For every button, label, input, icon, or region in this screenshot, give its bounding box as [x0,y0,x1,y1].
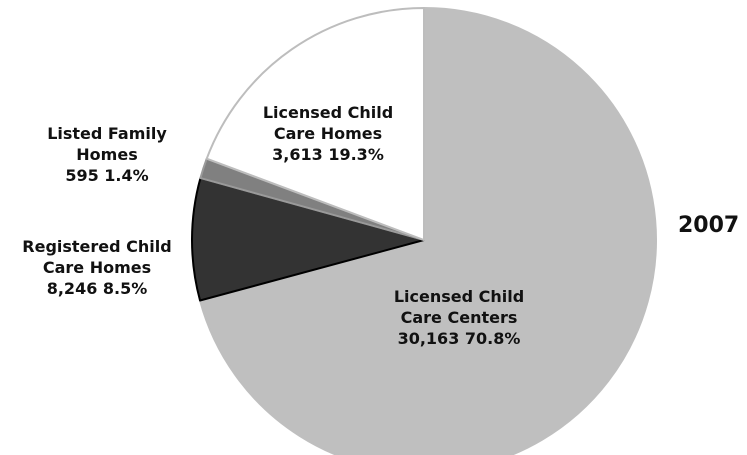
slice-label-1: Licensed Child Care Centers 30,163 70.8% [394,287,524,348]
slice-label-3: Listed Family Homes 595 1.4% [47,124,167,185]
slice-label-2: Registered Child Care Homes 8,246 8.5% [22,237,171,298]
year-label: 2007 [678,213,739,238]
slice-label-line: 30,163 70.8% [398,329,521,348]
slice-label-line: 8,246 8.5% [47,279,148,298]
slice-label-line: Care Centers [401,308,518,327]
slice-label-line: 595 1.4% [65,166,148,185]
pie-slice-1 [199,7,657,455]
slice-label-line: Registered Child [22,237,171,256]
slice-label-4: Licensed Child Care Homes 3,613 19.3% [263,103,393,164]
pie-slice-2 [191,177,425,302]
slice-label-line: Care Homes [43,258,151,277]
slice-label-line: 3,613 19.3% [272,145,384,164]
pie-slices [191,7,657,455]
slice-labels: Licensed Child Care Centers 30,163 70.8% Re… [22,103,524,348]
slice-label-line: Care Homes [274,124,382,143]
pie-slice-4 [205,7,425,241]
slice-label-line: Licensed Child [263,103,393,122]
slice-label-line: Homes [76,145,137,164]
slice-label-line: Listed Family [47,124,167,143]
slice-label-line: Licensed Child [394,287,524,306]
